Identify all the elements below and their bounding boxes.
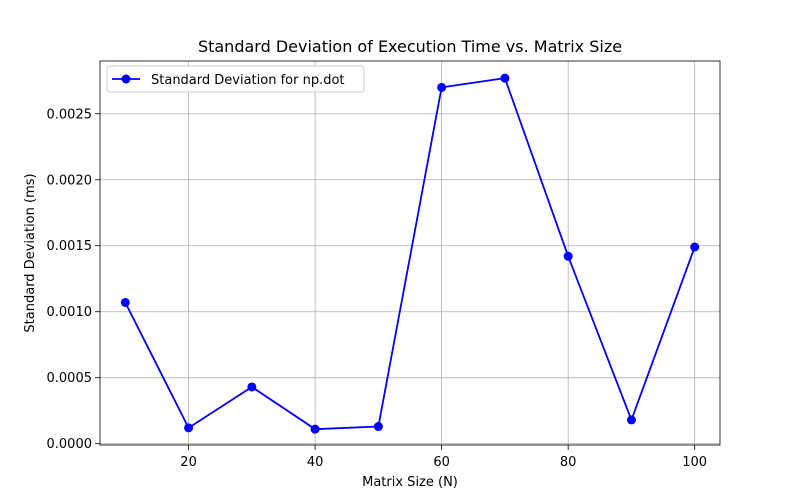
x-axis-label: Matrix Size (N) (362, 475, 458, 490)
y-tick-label: 0.0020 (47, 173, 93, 188)
grid-layer (100, 61, 720, 445)
y-tick-label: 0.0005 (47, 371, 93, 386)
y-tick-label: 0.0010 (47, 305, 93, 320)
data-point (120, 297, 130, 307)
data-point (310, 424, 320, 434)
chart-title: Standard Deviation of Execution Time vs.… (198, 37, 622, 56)
series-layer (120, 73, 700, 434)
legend-marker (121, 74, 131, 84)
data-point (626, 415, 636, 425)
data-point (690, 242, 700, 252)
y-tick-label: 0.0025 (47, 107, 93, 122)
x-tick-label: 100 (682, 455, 707, 470)
plot-frame (99, 60, 721, 446)
data-point (373, 422, 383, 432)
legend-box (106, 65, 365, 93)
data-point (500, 73, 510, 83)
x-tick-label: 80 (560, 455, 577, 470)
data-point (247, 382, 257, 392)
series-line (124, 77, 696, 431)
legend-label: Standard Deviation for np.dot (151, 73, 345, 88)
x-tick-label: 20 (180, 455, 197, 470)
legend: Standard Deviation for np.dot (106, 65, 365, 93)
x-tick-label: 40 (307, 455, 324, 470)
axes-layer: 20 40 60 80 100 0.0000 0.0005 0.0010 0.0015 0.002… (47, 60, 721, 470)
data-point (563, 251, 573, 261)
x-tick-label: 60 (433, 455, 450, 470)
data-point (437, 82, 447, 92)
y-tick-label: 0.0015 (47, 239, 93, 254)
data-point (184, 423, 194, 433)
y-axis-label: Standard Deviation (ms) (23, 173, 38, 332)
y-tick-label: 0.0000 (47, 437, 93, 452)
